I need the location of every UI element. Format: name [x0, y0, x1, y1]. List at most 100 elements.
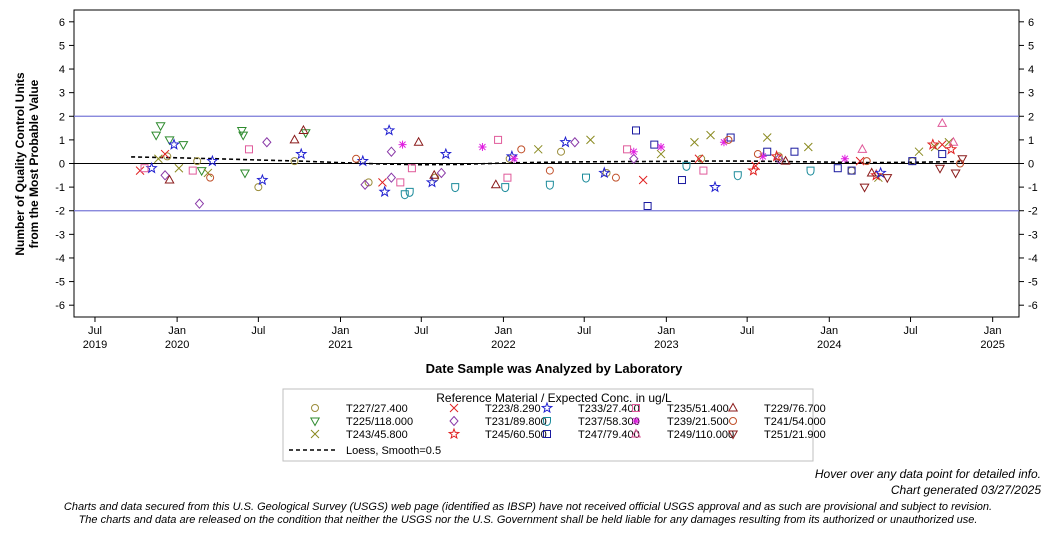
data-point[interactable]	[378, 178, 387, 187]
data-point[interactable]	[611, 173, 620, 182]
data-point[interactable]	[948, 136, 959, 146]
data-point[interactable]	[638, 175, 648, 185]
data-point[interactable]	[806, 166, 815, 176]
data-point[interactable]	[289, 134, 300, 144]
data-point[interactable]	[914, 147, 924, 157]
data-point[interactable]	[135, 166, 145, 175]
data-point[interactable]	[677, 176, 686, 185]
data-point[interactable]	[256, 173, 269, 186]
data-point[interactable]	[706, 130, 715, 140]
data-point[interactable]	[833, 164, 842, 173]
data-point[interactable]	[407, 164, 416, 173]
data-point[interactable]	[436, 167, 447, 179]
data-point[interactable]	[167, 138, 181, 150]
data-point[interactable]	[494, 135, 503, 144]
data-point[interactable]	[697, 154, 706, 163]
data-point[interactable]	[762, 133, 772, 142]
data-point[interactable]	[295, 147, 308, 160]
data-point[interactable]	[623, 145, 632, 154]
data-point[interactable]	[724, 135, 733, 144]
data-point[interactable]	[855, 156, 865, 166]
data-point[interactable]	[236, 126, 247, 136]
data-point[interactable]	[151, 131, 162, 141]
data-point[interactable]	[196, 167, 207, 177]
data-point[interactable]	[386, 172, 397, 183]
data-point[interactable]	[682, 161, 691, 171]
data-point[interactable]	[425, 175, 439, 188]
data-point[interactable]	[632, 126, 641, 135]
data-point[interactable]	[857, 143, 868, 153]
data-point[interactable]	[937, 140, 947, 149]
data-point[interactable]	[938, 150, 947, 159]
data-point[interactable]	[758, 152, 767, 161]
data-points[interactable]	[135, 117, 968, 211]
data-point[interactable]	[726, 133, 735, 142]
data-point[interactable]	[405, 187, 414, 197]
data-point[interactable]	[699, 166, 708, 175]
data-point[interactable]	[733, 171, 742, 181]
data-point[interactable]	[643, 202, 652, 211]
data-point[interactable]	[557, 147, 566, 156]
data-point[interactable]	[926, 138, 939, 150]
data-point[interactable]	[188, 166, 197, 175]
data-point[interactable]	[882, 174, 893, 184]
data-point[interactable]	[866, 167, 877, 177]
data-point[interactable]	[586, 135, 595, 145]
data-point[interactable]	[163, 152, 172, 161]
data-point[interactable]	[262, 136, 272, 148]
data-point[interactable]	[945, 142, 958, 155]
data-point[interactable]	[254, 183, 263, 192]
data-point[interactable]	[694, 154, 704, 164]
data-point[interactable]	[908, 157, 917, 166]
data-point[interactable]	[937, 117, 948, 127]
data-point[interactable]	[239, 169, 251, 179]
data-point[interactable]	[874, 166, 887, 179]
data-point[interactable]	[847, 166, 856, 175]
data-point[interactable]	[656, 149, 666, 159]
data-point[interactable]	[780, 155, 791, 165]
data-point[interactable]	[629, 153, 639, 165]
data-point[interactable]	[708, 180, 722, 193]
data-point[interactable]	[352, 154, 361, 163]
data-point[interactable]	[429, 169, 440, 179]
data-point[interactable]	[160, 149, 170, 159]
data-point[interactable]	[238, 131, 249, 141]
data-point[interactable]	[383, 123, 396, 136]
data-point[interactable]	[478, 142, 487, 151]
data-point[interactable]	[140, 164, 149, 173]
data-point[interactable]	[753, 150, 762, 159]
data-point[interactable]	[650, 140, 659, 149]
data-point[interactable]	[451, 183, 460, 193]
data-point[interactable]	[934, 164, 946, 174]
data-point[interactable]	[582, 173, 591, 183]
data-point[interactable]	[398, 140, 407, 149]
data-point[interactable]	[870, 168, 883, 181]
data-point[interactable]	[545, 166, 554, 175]
data-point[interactable]	[719, 138, 728, 147]
data-point[interactable]	[957, 155, 968, 165]
data-point[interactable]	[510, 154, 519, 163]
data-point[interactable]	[763, 147, 772, 156]
data-point[interactable]	[501, 183, 510, 193]
data-point[interactable]	[490, 179, 501, 189]
data-point[interactable]	[545, 180, 554, 190]
data-point[interactable]	[803, 142, 813, 152]
data-point[interactable]	[770, 149, 783, 162]
data-point[interactable]	[790, 147, 799, 156]
data-point[interactable]	[656, 142, 665, 151]
data-point[interactable]	[164, 174, 175, 184]
data-point[interactable]	[503, 173, 512, 182]
data-point[interactable]	[598, 166, 611, 179]
data-point[interactable]	[360, 179, 370, 191]
data-point[interactable]	[439, 147, 452, 160]
data-point[interactable]	[154, 154, 163, 164]
data-point[interactable]	[194, 198, 205, 209]
data-point[interactable]	[517, 145, 526, 154]
data-point[interactable]	[859, 183, 870, 193]
data-point[interactable]	[533, 144, 543, 154]
data-point[interactable]	[840, 154, 849, 163]
data-point[interactable]	[244, 145, 253, 154]
data-point[interactable]	[155, 122, 166, 132]
data-point[interactable]	[396, 178, 405, 187]
data-point[interactable]	[950, 169, 961, 179]
